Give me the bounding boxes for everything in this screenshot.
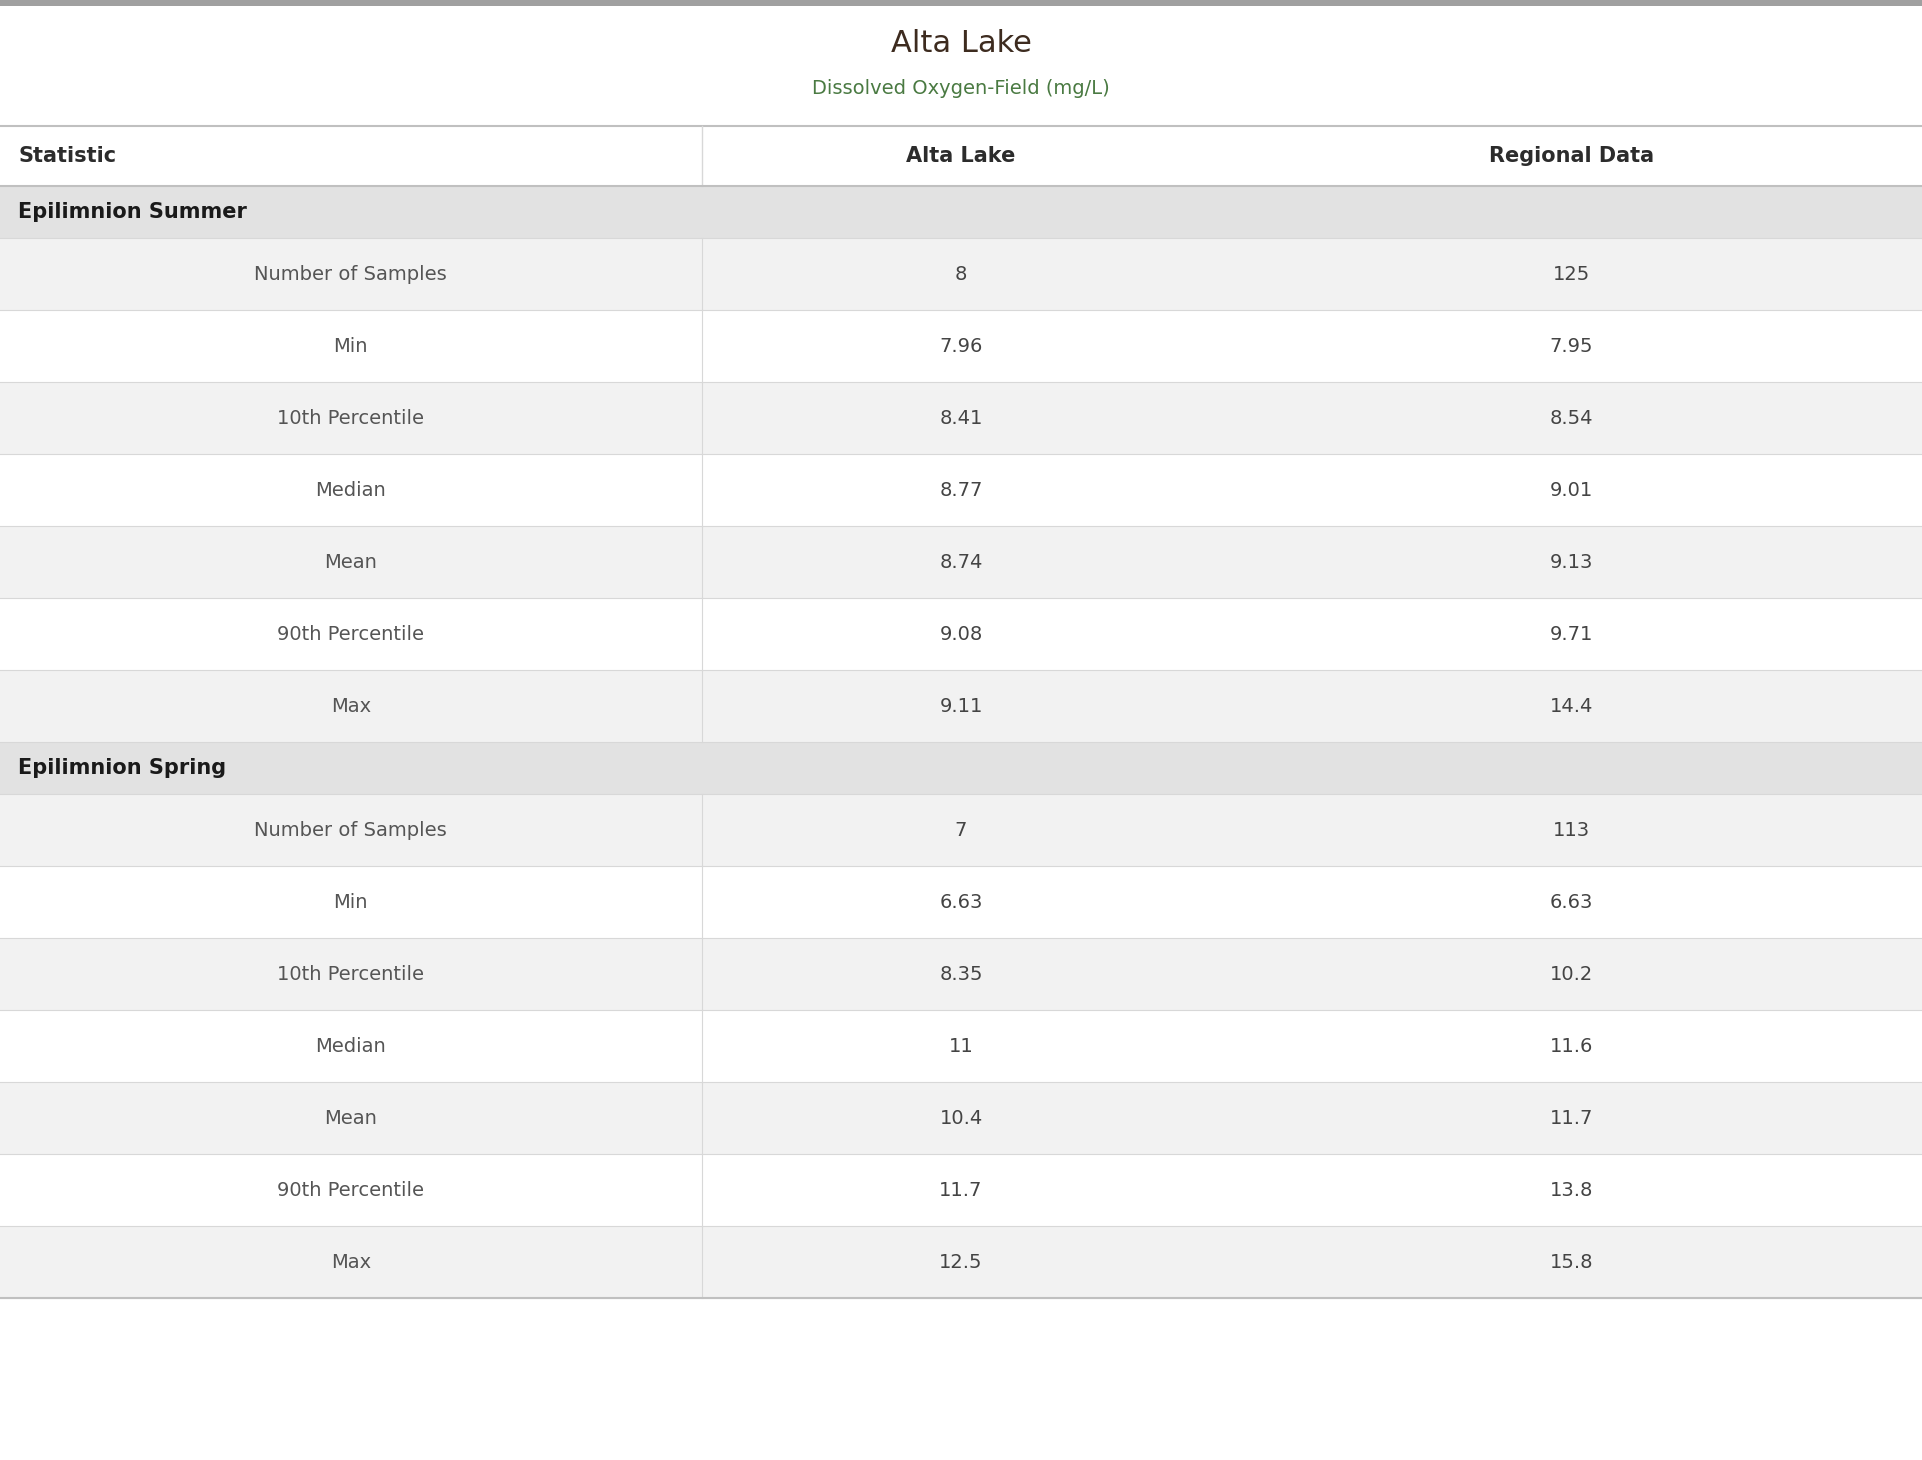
Text: 9.08: 9.08 bbox=[940, 625, 982, 644]
Text: 125: 125 bbox=[1553, 264, 1589, 283]
Text: Max: Max bbox=[331, 1253, 371, 1272]
Text: Epilimnion Summer: Epilimnion Summer bbox=[17, 201, 246, 222]
Text: 12.5: 12.5 bbox=[940, 1253, 982, 1272]
Text: Epilimnion Spring: Epilimnion Spring bbox=[17, 758, 227, 778]
Bar bbox=[0, 1010, 1922, 1082]
Text: 6.63: 6.63 bbox=[940, 892, 982, 911]
Text: 8.54: 8.54 bbox=[1549, 409, 1593, 428]
Bar bbox=[0, 238, 1922, 310]
Text: Min: Min bbox=[334, 336, 367, 355]
Text: 11.6: 11.6 bbox=[1549, 1037, 1593, 1056]
Text: Min: Min bbox=[334, 892, 367, 911]
Bar bbox=[0, 1226, 1922, 1298]
Text: 10th Percentile: 10th Percentile bbox=[277, 409, 425, 428]
Text: 11.7: 11.7 bbox=[940, 1181, 982, 1200]
Bar bbox=[0, 937, 1922, 1010]
Text: 113: 113 bbox=[1553, 821, 1589, 840]
Text: Number of Samples: Number of Samples bbox=[254, 821, 448, 840]
Text: 8: 8 bbox=[955, 264, 967, 283]
Bar bbox=[0, 742, 1922, 794]
Text: Median: Median bbox=[315, 480, 386, 499]
Text: 8.41: 8.41 bbox=[940, 409, 982, 428]
Text: Alta Lake: Alta Lake bbox=[907, 146, 1015, 166]
Text: 9.13: 9.13 bbox=[1549, 552, 1593, 571]
Text: 8.77: 8.77 bbox=[940, 480, 982, 499]
Text: 8.74: 8.74 bbox=[940, 552, 982, 571]
Text: 10.2: 10.2 bbox=[1549, 965, 1593, 984]
Text: 9.71: 9.71 bbox=[1549, 625, 1593, 644]
Bar bbox=[0, 866, 1922, 937]
Text: 6.63: 6.63 bbox=[1549, 892, 1593, 911]
Text: Regional Data: Regional Data bbox=[1490, 146, 1653, 166]
Text: Max: Max bbox=[331, 696, 371, 715]
Bar bbox=[0, 670, 1922, 742]
Text: 9.01: 9.01 bbox=[1549, 480, 1593, 499]
Bar bbox=[0, 0, 1922, 6]
Bar bbox=[0, 185, 1922, 238]
Bar bbox=[0, 794, 1922, 866]
Text: Median: Median bbox=[315, 1037, 386, 1056]
Text: 90th Percentile: 90th Percentile bbox=[277, 625, 425, 644]
Bar bbox=[0, 383, 1922, 454]
Text: Mean: Mean bbox=[325, 1108, 377, 1127]
Text: 8.35: 8.35 bbox=[940, 965, 982, 984]
Text: Dissolved Oxygen-Field (mg/L): Dissolved Oxygen-Field (mg/L) bbox=[813, 79, 1109, 98]
Text: 11.7: 11.7 bbox=[1549, 1108, 1593, 1127]
Text: Alta Lake: Alta Lake bbox=[890, 29, 1032, 58]
Bar bbox=[0, 526, 1922, 599]
Text: 7.96: 7.96 bbox=[940, 336, 982, 355]
Text: 10th Percentile: 10th Percentile bbox=[277, 965, 425, 984]
Text: 7.95: 7.95 bbox=[1549, 336, 1593, 355]
Text: 15.8: 15.8 bbox=[1549, 1253, 1593, 1272]
Bar bbox=[0, 1153, 1922, 1226]
Text: 7: 7 bbox=[955, 821, 967, 840]
Text: 11: 11 bbox=[949, 1037, 973, 1056]
Bar bbox=[0, 599, 1922, 670]
Text: Number of Samples: Number of Samples bbox=[254, 264, 448, 283]
Text: 14.4: 14.4 bbox=[1549, 696, 1593, 715]
Bar bbox=[0, 310, 1922, 383]
Bar bbox=[0, 454, 1922, 526]
Bar bbox=[0, 1082, 1922, 1153]
Text: Statistic: Statistic bbox=[17, 146, 115, 166]
Text: 13.8: 13.8 bbox=[1549, 1181, 1593, 1200]
Text: 10.4: 10.4 bbox=[940, 1108, 982, 1127]
Text: Mean: Mean bbox=[325, 552, 377, 571]
Text: 9.11: 9.11 bbox=[940, 696, 982, 715]
Text: 90th Percentile: 90th Percentile bbox=[277, 1181, 425, 1200]
